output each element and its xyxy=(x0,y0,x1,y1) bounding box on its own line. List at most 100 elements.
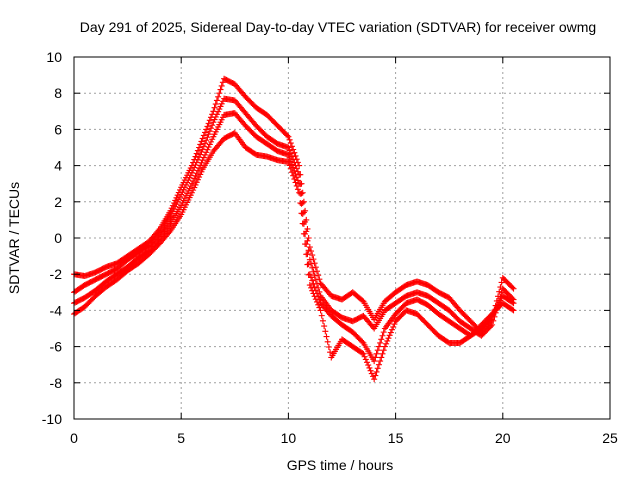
data-point xyxy=(321,323,328,330)
data-point xyxy=(310,268,317,275)
data-point xyxy=(193,170,200,177)
data-point xyxy=(383,340,390,347)
data-point xyxy=(384,337,391,344)
data-point xyxy=(212,101,219,108)
data-point xyxy=(319,317,326,324)
data-point xyxy=(196,144,203,151)
data-point xyxy=(202,151,209,158)
data-point xyxy=(305,247,312,254)
data-point xyxy=(199,157,206,164)
data-point xyxy=(192,181,199,188)
data-point xyxy=(188,189,195,196)
data-point xyxy=(379,332,386,339)
data-point xyxy=(196,174,203,181)
plot-marks xyxy=(71,75,517,383)
data-point xyxy=(299,210,306,217)
data-point xyxy=(498,279,505,286)
data-point xyxy=(194,167,201,174)
data-point xyxy=(207,125,214,132)
data-point xyxy=(290,172,297,179)
data-point xyxy=(372,372,379,379)
x-tick-label: 10 xyxy=(281,430,297,446)
data-point xyxy=(311,260,318,267)
data-point xyxy=(218,82,225,89)
data-point xyxy=(359,350,366,357)
data-point xyxy=(197,141,204,148)
data-point xyxy=(368,370,375,377)
data-point xyxy=(373,350,380,357)
data-point xyxy=(286,147,293,154)
data-point xyxy=(286,162,293,169)
data-point xyxy=(197,171,204,178)
y-tick-label: -8 xyxy=(50,375,63,391)
data-point xyxy=(305,235,312,241)
data-point xyxy=(389,326,396,333)
data-point xyxy=(166,229,173,236)
data-point xyxy=(372,354,379,361)
data-point xyxy=(325,344,332,351)
data-point xyxy=(310,280,317,287)
data-point xyxy=(510,300,517,307)
data-point xyxy=(311,293,318,300)
data-point xyxy=(310,256,317,263)
data-point xyxy=(192,172,199,179)
data-point xyxy=(209,122,216,129)
data-point xyxy=(206,117,213,124)
data-point xyxy=(311,284,318,291)
data-point xyxy=(306,244,313,251)
data-point xyxy=(306,271,313,278)
data-point xyxy=(373,368,380,375)
data-point xyxy=(304,237,311,244)
data-point xyxy=(287,140,294,147)
plot-frame xyxy=(73,56,611,420)
data-point xyxy=(315,301,322,308)
data-point xyxy=(371,376,378,383)
data-point xyxy=(286,154,293,161)
series-track-2 xyxy=(71,95,517,339)
data-point xyxy=(218,100,225,107)
y-tick-label: -10 xyxy=(42,411,62,427)
data-point xyxy=(285,158,292,165)
data-point xyxy=(306,256,313,263)
data-point xyxy=(203,137,210,144)
data-point xyxy=(292,179,299,186)
y-tick-label: -6 xyxy=(50,339,63,355)
data-point xyxy=(361,353,368,360)
data-point xyxy=(317,307,324,314)
data-point xyxy=(291,149,298,156)
data-point xyxy=(302,241,309,248)
data-point xyxy=(312,296,319,303)
data-point xyxy=(371,358,378,365)
data-point xyxy=(211,104,218,111)
data-point xyxy=(188,180,195,187)
data-point xyxy=(375,361,382,368)
data-point xyxy=(509,299,516,306)
data-point xyxy=(377,339,384,346)
data-point xyxy=(285,151,292,158)
data-point xyxy=(315,272,322,279)
data-point xyxy=(366,364,373,371)
data-point xyxy=(359,338,366,345)
data-point xyxy=(360,350,367,357)
data-point xyxy=(205,144,212,151)
data-point xyxy=(194,176,201,183)
data-point xyxy=(202,140,209,147)
data-point xyxy=(196,165,203,172)
data-point xyxy=(298,210,305,217)
data-point xyxy=(297,200,304,207)
data-point xyxy=(309,277,316,284)
data-point xyxy=(385,335,392,342)
data-point xyxy=(306,282,313,289)
data-point xyxy=(379,350,386,357)
data-point xyxy=(487,323,494,330)
data-point xyxy=(313,268,320,275)
data-point xyxy=(296,189,303,196)
data-point xyxy=(210,119,217,126)
data-point xyxy=(313,298,320,305)
data-point xyxy=(219,79,226,86)
data-point xyxy=(310,290,317,297)
data-point xyxy=(190,178,197,185)
data-point xyxy=(199,135,206,142)
data-point xyxy=(204,134,211,141)
